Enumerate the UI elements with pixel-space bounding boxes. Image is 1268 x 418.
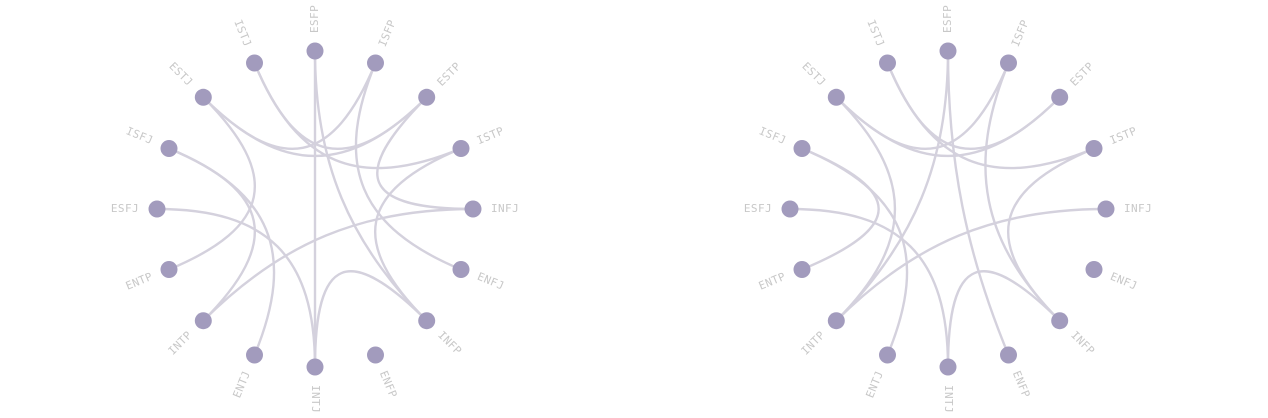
link-isfj-entj: [168, 147, 276, 356]
node-isfj[interactable]: [793, 140, 811, 157]
link-isfj-entp: [801, 147, 880, 271]
link-esfj-intj: [789, 207, 950, 368]
label-intp: INTP: [799, 329, 828, 358]
node-estp[interactable]: [418, 88, 436, 106]
link-estj-intp: [835, 96, 896, 322]
link-infp-intj: [313, 270, 428, 368]
label-intj: INTJ: [942, 385, 955, 413]
link-esfp-enfp: [946, 50, 1010, 356]
node-esfj[interactable]: [781, 200, 799, 218]
label-isfj: ISFJ: [757, 124, 788, 147]
link-isfp-infp: [984, 62, 1061, 322]
label-esfp: ESFP: [308, 5, 321, 33]
link-infp-intj: [946, 270, 1061, 368]
label-isfp: ISFP: [376, 18, 399, 49]
label-istp: ISTP: [475, 124, 506, 147]
node-infp[interactable]: [1051, 312, 1069, 330]
node-esfj[interactable]: [148, 200, 166, 218]
label-infp: INFP: [1068, 329, 1097, 358]
link-istp-infp: [374, 147, 462, 322]
link-istj-estp: [253, 62, 428, 150]
node-esfp[interactable]: [306, 42, 324, 60]
node-infj[interactable]: [1097, 200, 1115, 218]
node-entp[interactable]: [793, 261, 811, 278]
node-enfj[interactable]: [452, 261, 470, 278]
chord-diagram-left: ESFP ISFP ESTP ISTP INFJ ENFJ INFP ENFP INTJ ENTJ…: [111, 5, 519, 413]
label-esfp: ESFP: [941, 5, 954, 33]
label-esfj: ESFJ: [744, 202, 772, 215]
node-esfp[interactable]: [939, 42, 957, 60]
link-infj-intp: [202, 207, 474, 322]
node-istp[interactable]: [1085, 140, 1103, 157]
links: [156, 50, 474, 368]
link-estp-istj: [886, 62, 1061, 150]
node-intp[interactable]: [194, 312, 212, 330]
label-isfj: ISFJ: [124, 124, 155, 147]
node-isfj[interactable]: [160, 140, 178, 157]
node-intp[interactable]: [827, 312, 845, 330]
label-estj: ESTJ: [799, 60, 828, 89]
node-istj[interactable]: [246, 54, 263, 72]
label-enfp: ENFP: [377, 369, 400, 400]
label-entj: ENTJ: [230, 369, 253, 400]
label-intj: INTJ: [309, 385, 322, 413]
label-istj: ISTJ: [231, 18, 254, 49]
node-estj[interactable]: [194, 88, 212, 106]
node-enfj[interactable]: [1085, 261, 1103, 278]
node-isfp[interactable]: [1000, 54, 1017, 72]
chord-diagram-right: ESFP ISFP ESTP ISTP INFJ ENFJ INFP ENFP INTJ ENTJ…: [744, 5, 1152, 413]
node-entp[interactable]: [160, 261, 178, 278]
link-istp-infp: [1007, 147, 1095, 322]
label-enfj: ENFJ: [475, 270, 506, 293]
label-esfj: ESFJ: [111, 202, 139, 215]
label-infj: INFJ: [491, 202, 519, 215]
link-isfp-estj: [202, 62, 377, 150]
node-intj[interactable]: [939, 358, 957, 376]
node-infp[interactable]: [418, 312, 436, 330]
links: [789, 50, 1107, 368]
label-estj: ESTJ: [166, 60, 195, 89]
link-isfp-enfj: [354, 62, 462, 271]
label-istj: ISTJ: [864, 18, 887, 49]
label-entj: ENTJ: [863, 369, 886, 400]
label-enfp: ENFP: [1010, 369, 1033, 400]
node-intj[interactable]: [306, 358, 324, 376]
node-entj[interactable]: [879, 346, 896, 364]
label-enfj: ENFJ: [1108, 270, 1139, 293]
link-esfj-intj: [156, 207, 317, 368]
node-infj[interactable]: [464, 200, 482, 218]
node-isfp[interactable]: [367, 54, 384, 72]
node-enfp[interactable]: [1000, 346, 1017, 364]
label-estp: ESTP: [435, 60, 464, 89]
link-isfp-estj: [835, 62, 1010, 150]
node-estj[interactable]: [827, 88, 845, 106]
label-intp: INTP: [166, 329, 195, 358]
node-entj[interactable]: [246, 346, 263, 364]
label-isfp: ISFP: [1009, 18, 1032, 49]
link-isfj-intp: [168, 147, 256, 322]
node-enfp[interactable]: [367, 346, 384, 364]
label-istp: ISTP: [1108, 124, 1139, 147]
label-infp: INFP: [435, 329, 464, 358]
node-estp[interactable]: [1051, 88, 1069, 106]
label-entp: ENTP: [124, 270, 155, 293]
link-infj-intp: [835, 207, 1107, 322]
link-estp-infj: [376, 96, 474, 211]
label-entp: ENTP: [757, 270, 788, 293]
node-istj[interactable]: [879, 54, 896, 72]
label-estp: ESTP: [1068, 60, 1097, 89]
link-estj-entp: [168, 96, 256, 271]
label-infj: INFJ: [1124, 202, 1152, 215]
node-istp[interactable]: [452, 140, 470, 157]
